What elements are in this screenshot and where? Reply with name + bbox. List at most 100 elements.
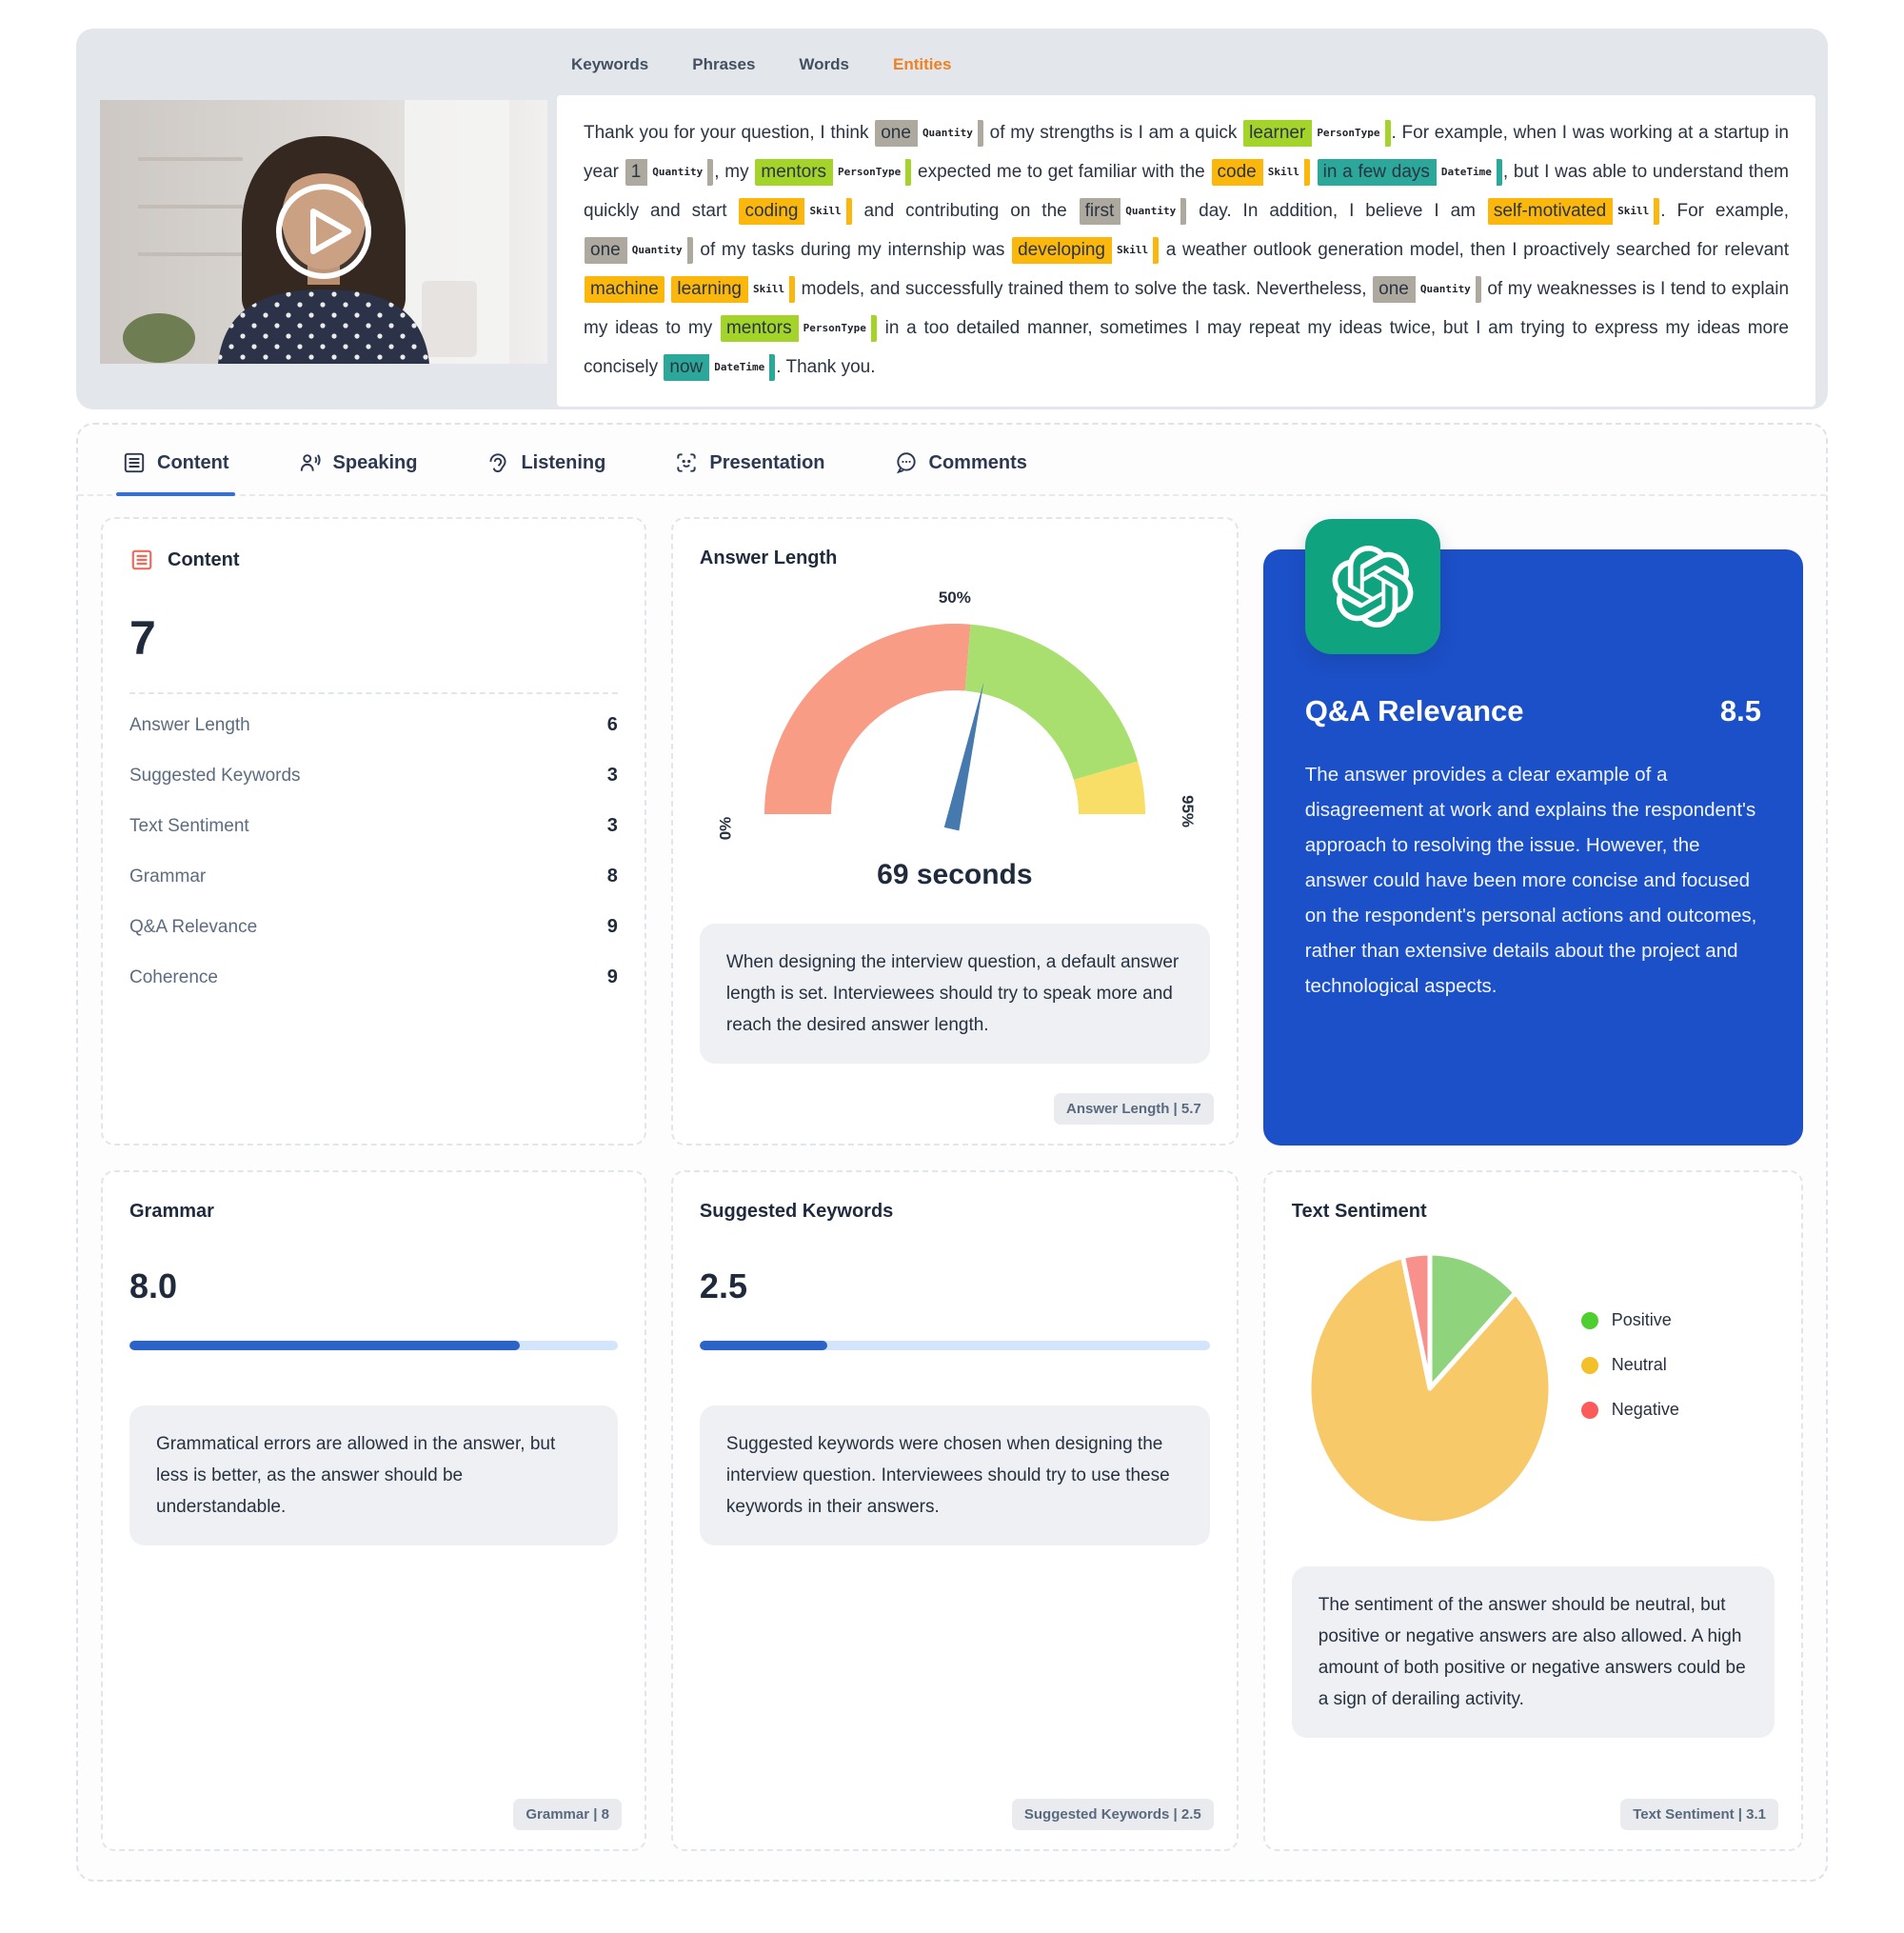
grammar-progress-bar — [129, 1341, 618, 1350]
suggested-keywords-title: Suggested Keywords — [699, 1201, 894, 1222]
entity-type-tag: Skill — [804, 192, 846, 231]
transcript-tab-keywords[interactable]: Keywords — [571, 55, 649, 73]
sentiment-legend: Positive Neutral Negative — [1568, 1310, 1679, 1420]
content-subscores: Answer Length 6 Suggested Keywords 3 Text Se… — [129, 700, 618, 1003]
entity-type-tag: Skill — [1262, 153, 1304, 192]
comments-icon — [896, 452, 916, 474]
entity-type-tag: Quantity — [1415, 270, 1476, 309]
entity-highlight[interactable]: self-motivated Skill — [1487, 192, 1660, 231]
answer-length-value: 69 seconds — [877, 859, 1033, 890]
suggested-keywords-badge: Suggested Keywords | 2.5 — [1011, 1799, 1214, 1830]
suggested-keywords-card: Suggested Keywords 2.5 Suggested keyword… — [670, 1170, 1239, 1851]
subscore-row: Suggested Keywords 3 — [129, 765, 618, 786]
suggested-keywords-progress-bar — [699, 1341, 1210, 1350]
entity-type-tag: Quantity — [647, 153, 708, 192]
presentation-icon — [677, 453, 697, 472]
transcript-tabs: Keywords Phrases Words Entities — [571, 55, 951, 74]
grammar-badge: Grammar | 8 — [513, 1799, 622, 1830]
grammar-note: Grammatical errors are allowed in the an… — [129, 1405, 618, 1545]
entity-highlight[interactable]: in a few days DateTime — [1317, 153, 1502, 192]
entity-highlight[interactable]: one Quantity — [1373, 270, 1481, 309]
content-icon — [124, 452, 145, 473]
suggested-keywords-score: 2.5 — [699, 1266, 747, 1305]
tab-listening[interactable]: Listening — [480, 449, 611, 494]
entity-highlight[interactable]: coding Skill — [739, 192, 852, 231]
entity-highlight[interactable]: 1 Quantity — [625, 153, 714, 192]
subscore-row: Grammar 8 — [129, 866, 618, 887]
transcript-text: Thank you for your question, I think one… — [584, 114, 1789, 388]
tab-comments[interactable]: Comments — [888, 449, 1033, 494]
entity-highlight[interactable]: machine — [585, 276, 664, 303]
entity-type-tag: PersonType — [1312, 114, 1385, 153]
content-summary-card: Content 7 Answer Length 6 Suggested Keywor… — [101, 517, 646, 1146]
entity-highlight[interactable]: mentors PersonType — [720, 309, 877, 349]
video-transcript-panel: Keywords Phrases Words Entities Thank yo… — [76, 29, 1828, 409]
entity-highlight[interactable]: learner PersonType — [1243, 114, 1391, 153]
entity-type-tag: PersonType — [798, 309, 871, 349]
transcript-tab-entities[interactable]: Entities — [893, 55, 952, 73]
legend-dot-icon — [1580, 1311, 1598, 1329]
entity-type-tag: DateTime — [1436, 153, 1497, 192]
content-card-title: Content — [168, 548, 240, 570]
entity-type-tag: Skill — [1111, 231, 1154, 270]
legend-dot-icon — [1580, 1356, 1598, 1374]
text-sentiment-note: The sentiment of the answer should be ne… — [1291, 1566, 1775, 1738]
cards-grid: Content 7 Answer Length 6 Suggested Keywor… — [78, 496, 1826, 1880]
entity-type-tag: PersonType — [833, 153, 906, 192]
gauge-tick-50: 50% — [938, 588, 971, 607]
grammar-score: 8.0 — [129, 1266, 178, 1305]
play-icon — [276, 184, 371, 279]
sentiment-pie-chart — [1292, 1244, 1568, 1534]
analysis-panel: Content Speaking Listening Presentation … — [76, 423, 1828, 1882]
qa-relevance-text: The answer provides a clear example of a… — [1304, 764, 1757, 997]
entity-highlight[interactable]: first Quantity — [1079, 192, 1187, 231]
subscore-row: Coherence 9 — [129, 966, 618, 987]
subscore-row: Text Sentiment 3 — [129, 815, 618, 836]
entity-highlight[interactable]: one Quantity — [585, 231, 693, 270]
divider — [129, 692, 618, 694]
text-sentiment-title: Text Sentiment — [1291, 1201, 1427, 1222]
answer-length-card: Answer Length 50% 0% 95% 69 seconds When… — [670, 517, 1239, 1146]
text-sentiment-badge: Text Sentiment | 3.1 — [1620, 1799, 1778, 1830]
openai-logo-icon — [1304, 519, 1440, 654]
transcript-tab-phrases[interactable]: Phrases — [692, 55, 756, 73]
transcript-panel: Thank you for your question, I think one… — [557, 95, 1815, 407]
interviewee-photo — [100, 100, 547, 364]
content-card-icon — [131, 549, 152, 570]
subscore-row: Answer Length 6 — [129, 714, 618, 735]
entity-highlight[interactable]: developing Skill — [1012, 231, 1160, 270]
legend-dot-icon — [1580, 1401, 1598, 1419]
answer-length-title: Answer Length — [699, 548, 838, 568]
entity-highlight[interactable]: now DateTime — [664, 349, 776, 388]
legend-item: Positive — [1580, 1310, 1679, 1330]
entity-type-tag: Quantity — [626, 231, 687, 270]
entity-type-tag: Quantity — [1121, 192, 1181, 231]
entity-highlight[interactable]: mentors PersonType — [755, 153, 912, 192]
entity-highlight[interactable]: code Skill — [1211, 153, 1310, 192]
tab-speaking[interactable]: Speaking — [292, 449, 424, 494]
qa-relevance-card: Q&A Relevance 8.5 The answer provides a … — [1262, 519, 1803, 1146]
transcript-tab-words[interactable]: Words — [799, 55, 849, 73]
answer-length-gauge: 50% 0% 95% — [716, 588, 1197, 847]
legend-item: Negative — [1580, 1400, 1679, 1420]
grammar-title: Grammar — [129, 1201, 214, 1222]
entity-highlight[interactable]: one Quantity — [875, 114, 983, 153]
text-sentiment-card: Text Sentiment Positive Neutral Negative T… — [1262, 1170, 1803, 1851]
gauge-tick-0: 0% — [716, 816, 735, 841]
entity-type-tag: DateTime — [709, 349, 770, 388]
qa-relevance-score: 8.5 — [1719, 694, 1761, 727]
qa-relevance-title: Q&A Relevance — [1304, 694, 1524, 727]
video-thumbnail[interactable] — [100, 100, 547, 364]
legend-item: Neutral — [1580, 1355, 1679, 1375]
tab-presentation[interactable]: Presentation — [668, 449, 830, 494]
tab-content[interactable]: Content — [116, 449, 235, 496]
category-tabs: Content Speaking Listening Presentation … — [78, 425, 1826, 496]
listening-icon — [489, 453, 507, 472]
subscore-row: Q&A Relevance 9 — [129, 916, 618, 937]
gauge-tick-95: 95% — [1178, 794, 1197, 828]
content-overall-score: 7 — [129, 611, 156, 665]
entity-highlight[interactable]: learning Skill — [671, 270, 796, 309]
entity-type-tag: Skill — [1613, 192, 1655, 231]
entity-type-tag: Quantity — [917, 114, 978, 153]
answer-length-badge: Answer Length | 5.7 — [1054, 1093, 1214, 1125]
